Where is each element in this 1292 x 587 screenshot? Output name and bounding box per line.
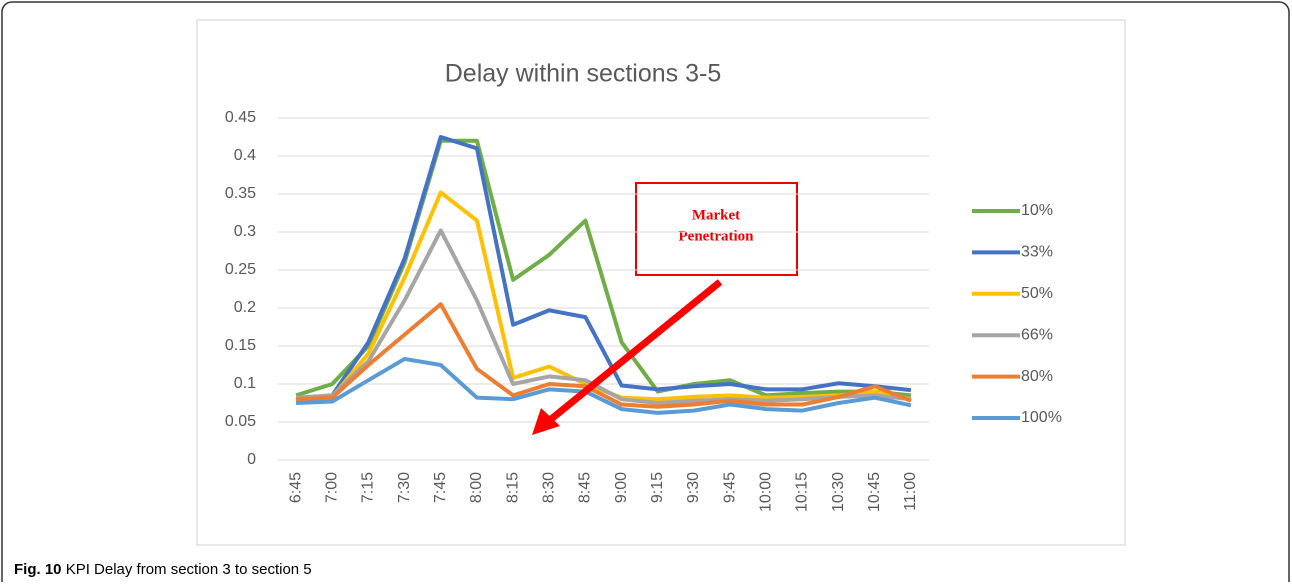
series-line: [295, 228, 912, 405]
x-tick-label: 10:45: [866, 472, 883, 512]
y-tick-label: 0.35: [225, 185, 256, 202]
annotation-box: [635, 182, 798, 276]
caption-label: Fig. 10: [14, 561, 62, 578]
legend-label: 33%: [1021, 244, 1053, 261]
x-tick-label: 7:00: [323, 472, 340, 503]
caption: Fig. 10 KPI Delay from section 3 to sect…: [14, 561, 312, 578]
annotation-text: Market: [692, 207, 740, 223]
y-tick-label: 0.2: [234, 299, 256, 316]
y-tick-label: 0.4: [234, 147, 256, 164]
x-tick-label: 7:15: [360, 472, 377, 503]
x-tick-label: 9:30: [685, 472, 702, 503]
x-tick-label: 10:15: [794, 472, 811, 512]
x-tick-label: 8:00: [468, 472, 485, 503]
x-tick-label: 10:00: [757, 472, 774, 512]
legend-label: 66%: [1021, 326, 1053, 343]
caption-text: KPI Delay from section 3 to section 5: [66, 561, 312, 578]
legend-label: 50%: [1021, 285, 1053, 302]
y-tick-label: 0.05: [225, 413, 256, 430]
x-tick-label: 10:30: [830, 472, 847, 512]
legend-label: 100%: [1021, 409, 1062, 426]
x-tick-label: 8:15: [504, 472, 521, 503]
annotation-text: Penetration: [679, 228, 755, 244]
x-tick-label: 7:30: [396, 472, 413, 503]
x-tick-label: 7:45: [432, 472, 449, 503]
legend-label: 80%: [1021, 368, 1053, 385]
chart-title: Delay within sections 3-5: [445, 60, 722, 88]
annotation-arrow: [547, 279, 723, 423]
y-tick-label: 0: [247, 451, 256, 468]
legend-label: 10%: [1021, 202, 1053, 219]
x-tick-label: 8:30: [540, 472, 557, 503]
x-tick-label: 9:00: [613, 472, 630, 503]
x-tick-label: 9:15: [649, 472, 666, 503]
x-tick-label: 6:45: [287, 472, 304, 503]
series-line: [295, 356, 912, 415]
x-tick-label: 11:00: [902, 472, 919, 511]
annotation-arrowhead: [532, 408, 560, 435]
x-tick-label: 9:45: [721, 472, 738, 503]
y-tick-label: 0.15: [225, 337, 256, 354]
series-line: [295, 135, 912, 402]
chart-frame: [196, 19, 1126, 546]
y-tick-label: 0.25: [225, 261, 256, 278]
series-line: [295, 302, 912, 409]
x-tick-label: 8:45: [577, 472, 594, 503]
y-tick-label: 0.3: [234, 223, 256, 240]
y-tick-label: 0.1: [234, 375, 256, 392]
y-tick-label: 0.45: [225, 109, 256, 126]
